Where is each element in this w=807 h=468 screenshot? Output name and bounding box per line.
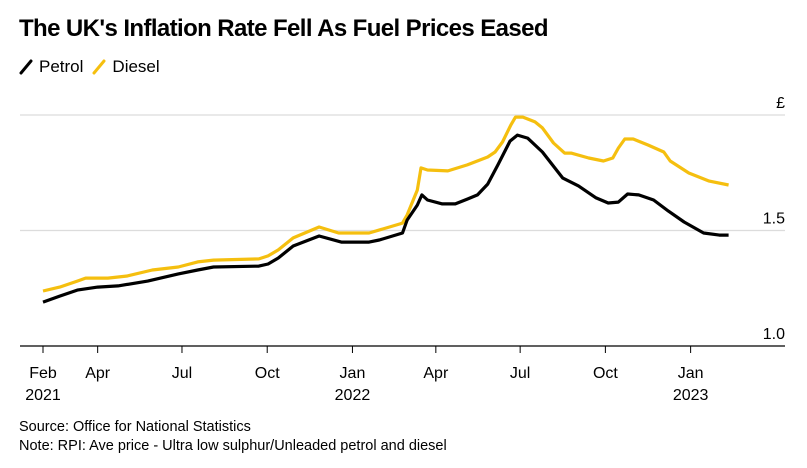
y-tick-label: 1.5 <box>763 211 785 228</box>
legend-item-petrol: Petrol <box>19 57 83 77</box>
y-tick-label: £ <box>776 95 785 112</box>
x-tick-label: Jan <box>340 365 366 382</box>
petrol-swatch-icon <box>19 59 33 75</box>
x-tick-label: Jul <box>172 365 192 382</box>
chart-footer: Source: Office for National Statistics N… <box>19 418 447 456</box>
chart-title: The UK's Inflation Rate Fell As Fuel Pri… <box>19 15 549 42</box>
legend-item-diesel: Diesel <box>92 57 160 77</box>
y-tick-label: 1.0 <box>763 326 785 343</box>
x-axis: Feb 2021 Apr Jul Oct Jan 2022 Apr Jul Oct Jan 2023 <box>20 345 785 404</box>
x-tick-label: Apr <box>85 365 111 382</box>
legend-label-diesel: Diesel <box>112 57 160 76</box>
x-tick-label: Oct <box>255 365 280 382</box>
diesel-swatch-icon <box>92 59 106 75</box>
legend-label-petrol: Petrol <box>39 57 84 76</box>
legend: Petrol Diesel <box>19 57 169 77</box>
x-tick-label: Apr <box>423 365 449 382</box>
y-axis-labels: 1.0 1.5 £ <box>763 95 785 343</box>
methodology-note: Note: RPI: Ave price - Ultra low sulphur… <box>19 438 447 454</box>
x-tick-label: Feb <box>29 365 57 382</box>
x-tick-label: Jul <box>510 365 530 382</box>
x-tick-label: Jan <box>678 365 704 382</box>
series-line-diesel <box>42 115 729 293</box>
series-line-petrol <box>42 133 729 304</box>
series-lines <box>42 115 729 304</box>
x-tick-year-label: 2021 <box>25 387 61 404</box>
source-note: Source: Office for National Statistics <box>19 419 251 435</box>
x-tick-year-label: 2022 <box>335 387 371 404</box>
x-tick-year-label: 2023 <box>673 387 709 404</box>
x-tick-label: Oct <box>593 365 618 382</box>
